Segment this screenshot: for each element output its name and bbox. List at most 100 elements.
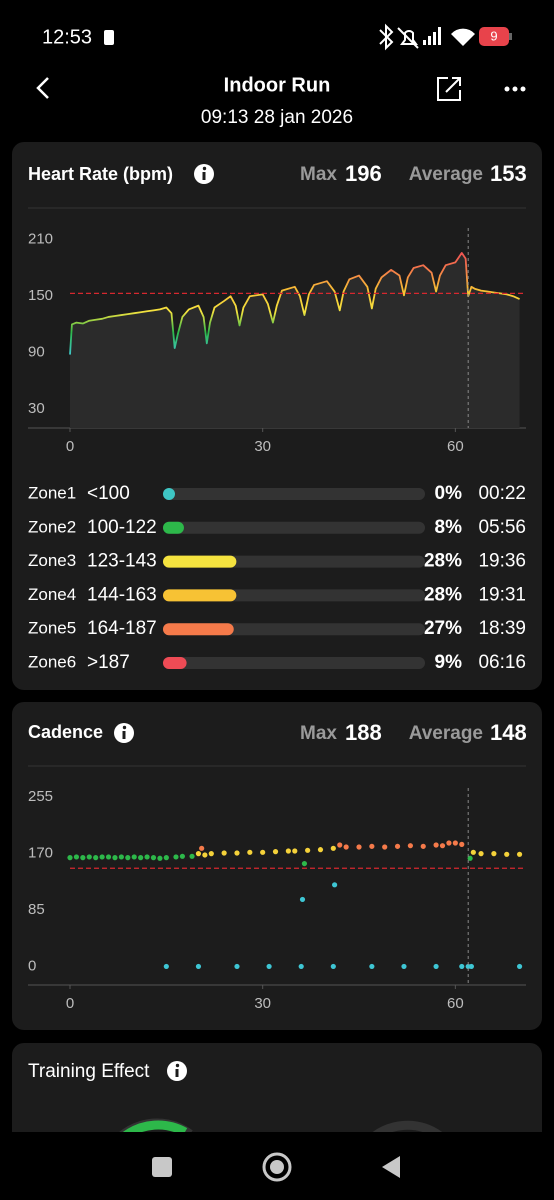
zone-name: Zone2 — [28, 517, 76, 536]
zone-time: 05:56 — [478, 517, 526, 538]
info-icon[interactable] — [194, 164, 214, 184]
point — [446, 840, 452, 846]
zone-percent: 0% — [435, 483, 463, 504]
point — [478, 851, 484, 857]
home-button[interactable] — [262, 1152, 292, 1182]
point — [369, 843, 375, 849]
status-icon — [104, 30, 114, 45]
point — [467, 855, 473, 861]
point — [470, 849, 476, 855]
zone-track — [163, 657, 425, 669]
battery-tip — [509, 33, 512, 40]
zone-list: Zone1 <100 0% 00:22 Zone2 100-122 8% 05:56 Zone3… — [28, 483, 526, 673]
point — [491, 851, 497, 857]
average-label: Average — [409, 164, 483, 185]
point — [369, 963, 375, 970]
zone-time: 19:36 — [478, 551, 526, 572]
info-icon[interactable] — [114, 723, 134, 743]
x-tick-label: 0 — [66, 438, 74, 455]
back-nav-button[interactable] — [382, 1156, 400, 1178]
point — [330, 845, 336, 851]
zone-time: 19:31 — [478, 584, 526, 605]
zone-bar — [163, 657, 187, 669]
info-icon[interactable] — [167, 1061, 187, 1081]
point — [80, 855, 86, 861]
card-title: Training Effect — [28, 1061, 150, 1082]
x-tick-label: 60 — [447, 995, 464, 1012]
point — [221, 850, 227, 856]
point — [67, 855, 73, 861]
point — [305, 847, 311, 853]
point — [516, 851, 523, 857]
zone-range: 123-143 — [87, 551, 157, 572]
max-value: 196 — [345, 161, 382, 186]
point — [459, 963, 465, 970]
point — [163, 963, 169, 970]
y-tick-label: 255 — [28, 788, 53, 805]
point — [118, 854, 124, 860]
point — [144, 854, 150, 860]
max-value: 188 — [345, 720, 382, 745]
cadence-chart: 0 85 170 255 0 30 60 — [28, 788, 526, 1012]
mute-icon — [397, 27, 419, 49]
card-title: Cadence — [28, 722, 103, 742]
point — [112, 855, 118, 861]
y-tick-label: 90 — [28, 344, 45, 361]
point — [382, 844, 388, 850]
point — [299, 896, 306, 903]
zone-range: 144-163 — [87, 584, 157, 605]
zone-range: 164-187 — [87, 618, 157, 639]
point — [86, 854, 92, 860]
point — [247, 849, 253, 855]
status-time: 12:53 — [42, 26, 92, 48]
point — [516, 963, 523, 970]
point — [433, 842, 439, 848]
heart-rate-chart: 30 90 150 210 0 30 60 — [28, 228, 526, 455]
point — [401, 963, 407, 970]
signal-icon — [423, 27, 441, 45]
point — [468, 963, 475, 970]
point — [234, 963, 240, 970]
zone-time: 00:22 — [478, 483, 526, 504]
zone-name: Zone5 — [28, 619, 76, 638]
point — [150, 855, 157, 861]
max-label: Max — [300, 723, 337, 744]
point — [292, 848, 298, 854]
zone-name: Zone6 — [28, 652, 76, 671]
point — [420, 843, 426, 849]
point — [99, 854, 105, 860]
point — [157, 855, 163, 861]
more-button[interactable] — [504, 86, 526, 92]
point — [138, 855, 144, 861]
zone-percent: 9% — [435, 652, 463, 673]
point — [452, 840, 458, 846]
back-button[interactable] — [36, 77, 49, 99]
point — [407, 843, 413, 849]
point — [337, 842, 343, 848]
zone-range: >187 — [87, 652, 130, 673]
point — [195, 963, 202, 970]
x-tick-label: 0 — [66, 995, 74, 1012]
point — [179, 853, 185, 859]
card-title: Heart Rate (bpm) — [28, 164, 173, 184]
zone-name: Zone1 — [28, 483, 76, 502]
point — [433, 963, 439, 970]
point — [439, 843, 446, 849]
zone-time: 06:16 — [478, 652, 526, 673]
x-tick-label: 30 — [254, 995, 271, 1012]
point — [208, 851, 214, 857]
max-label: Max — [300, 164, 337, 185]
zone-percent: 28% — [424, 551, 462, 572]
zone-percent: 27% — [424, 618, 462, 639]
recents-button[interactable] — [152, 1157, 172, 1177]
point — [260, 849, 266, 855]
share-button[interactable] — [437, 77, 461, 101]
zone-bar — [163, 623, 234, 636]
point — [173, 854, 179, 860]
page-subtitle: 09:13 28 jan 2026 — [201, 107, 353, 128]
point — [317, 847, 324, 853]
average-value: 148 — [490, 720, 527, 745]
point — [234, 850, 240, 856]
